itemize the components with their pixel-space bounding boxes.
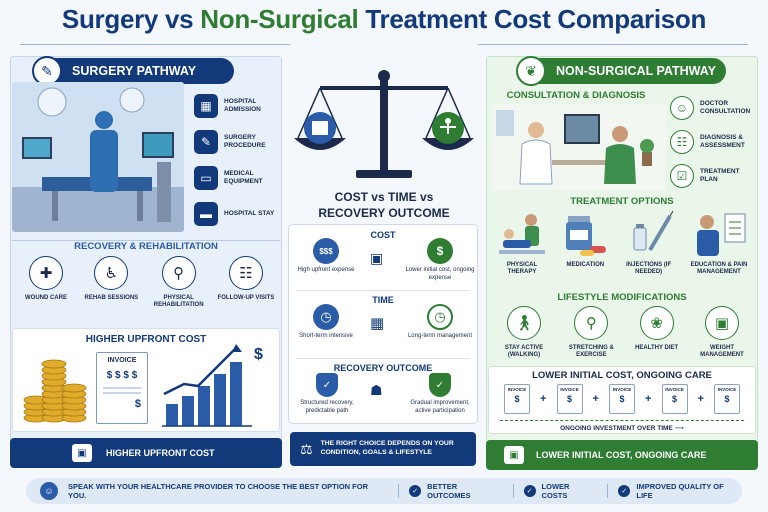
wallet-icon: ▣ — [370, 250, 384, 266]
treatment-education: EDUCATION & PAIN MANAGEMENT — [684, 210, 754, 276]
recovery-rehab-sessions: ♿ REHAB SESSIONS — [81, 256, 141, 309]
syringe-icon — [633, 210, 674, 252]
education-icon — [696, 213, 746, 256]
medication-icon — [566, 216, 607, 256]
invoice-icon: INVOICE $ — [609, 384, 635, 414]
list-item-diagnosis: ☷ DIAGNOSIS & ASSESSMENT — [670, 130, 756, 154]
physical-therapy-icon — [499, 214, 545, 254]
time-nonsurgical: ◷ Long-term management — [404, 304, 476, 341]
scale-icon — [294, 66, 474, 191]
treatment-physical-therapy: PHYSICAL THERAPY — [492, 210, 552, 276]
clock-icon: ◷ — [313, 304, 339, 330]
treatment-medication: MEDICATION — [557, 210, 613, 276]
list-item-medical-equipment: ▭ MEDICAL EQUIPMENT — [194, 166, 278, 190]
salad-icon: ❀ — [639, 306, 674, 340]
check-icon: ✓ — [409, 485, 422, 497]
recovery-wound-care: ✚ WOUND CARE — [16, 256, 76, 309]
title-divider-right — [478, 44, 748, 45]
invoice-icon: INVOICE $ — [504, 384, 530, 414]
recovery-outcome-heading: RECOVERY OUTCOME — [333, 363, 433, 373]
time-heading: TIME — [372, 295, 394, 305]
scale-weight-icon: ▣ — [704, 306, 739, 340]
wallet-icon: ▣ — [504, 446, 524, 464]
wallet-icon: ▣ — [72, 444, 92, 462]
recovery-follow-up: ☷ FOLLOW-UP VISITS — [216, 256, 276, 309]
calendar-icon: ▦ — [370, 315, 385, 332]
invoice-icon: INVOICE $ — [661, 384, 688, 414]
timeline-line — [500, 420, 744, 421]
monitor-icon: ▭ — [194, 166, 218, 190]
operating-room-image — [12, 82, 184, 232]
cost-surgery: $$$ High upfront expense — [296, 238, 356, 275]
shield-icon: ✓ — [316, 373, 338, 397]
list-item-treatment-plan: ☑ TREATMENT PLAN — [670, 164, 756, 188]
ongoing-investment-label: ONGOING INVESTMENT OVER TIME ⟶ — [560, 425, 684, 432]
checklist-icon: ☑ — [670, 164, 694, 188]
scalpel-icon: ✎ — [194, 130, 218, 154]
lifestyle-healthy-diet: ❀ HEALTHY DIET — [629, 306, 685, 359]
lifestyle-heading: LIFESTYLE MODIFICATIONS — [557, 292, 687, 303]
consultation-heading: CONSULTATION & DIAGNOSIS — [506, 90, 646, 101]
consultation-image — [492, 104, 666, 190]
check-icon: ✓ — [523, 485, 536, 497]
bandage-icon: ✚ — [29, 256, 63, 290]
list-item-surgery-procedure: ✎ SURGERY PROCEDURE — [194, 130, 278, 154]
shield-icon: ✓ — [429, 373, 451, 397]
invoice-icon: INVOICE $ — [556, 384, 583, 414]
bed-icon: ▬ — [194, 202, 218, 226]
cost-time-outcome-heading: COST vs TIME vs RECOVERY OUTCOME — [318, 190, 450, 220]
leaf-icon: ❦ — [516, 56, 546, 86]
bar-chart-icon — [160, 344, 268, 433]
doctor-icon: ☺ — [670, 96, 694, 120]
ongoing-care-heading: LOWER INITIAL COST, ONGOING CARE — [532, 370, 712, 381]
higher-upfront-cost-heading: HIGHER UPFRONT COST — [85, 334, 207, 345]
list-item-hospital-admission: ▦ HOSPITAL ADMISSION — [194, 94, 278, 118]
walking-icon: 🚶︎ — [507, 306, 541, 340]
nonsurgical-bottom-bar: ▣ LOWER INITIAL COST, ONGOING CARE — [486, 440, 758, 470]
nonsurgical-pathway-header: ❦ NON-SURGICAL PATHWAY — [516, 56, 726, 86]
outcome-surgery: ✓ Structured recovery, predictable path — [294, 373, 360, 415]
invoice-icon: INVOICE $ $ $ $ $ — [96, 352, 148, 424]
check-icon: ✓ — [618, 485, 631, 497]
walker-icon: ♿ — [94, 256, 129, 290]
surgery-pathway-header: ✎ SURGERY PATHWAY — [32, 56, 234, 86]
clipboard-icon: ☷ — [228, 256, 263, 290]
surgery-bottom-bar: ▣ HIGHER UPFRONT COST — [10, 438, 282, 468]
list-item-hospital-stay: ▬ HOSPITAL STAY — [194, 202, 278, 226]
recovery-rehab-heading: RECOVERY & REHABILITATION — [74, 241, 218, 252]
lifestyle-stretching: ⚲ STRETCHING & EXERCISE — [561, 306, 621, 359]
page-title: Surgery vs Non-Surgical Treatment Cost C… — [61, 4, 707, 34]
scalpel-icon: ✎ — [32, 56, 62, 86]
clock-icon: ◷ — [427, 304, 453, 330]
recovery-physical-rehab: ⚲ PHYSICAL REHABILITATION — [147, 256, 211, 309]
lifestyle-weight: ▣ WEIGHT MANAGEMENT — [692, 306, 752, 359]
footer-bar: ☺ SPEAK WITH YOUR HEALTHCARE PROVIDER TO… — [26, 478, 742, 504]
title-divider-left — [20, 44, 290, 45]
exercise-icon: ⚲ — [161, 256, 196, 290]
treatment-injections: INJECTIONS (IF NEEDED) — [619, 210, 679, 276]
treatment-options-heading: TREATMENT OPTIONS — [570, 196, 674, 207]
coins-icon — [22, 352, 88, 429]
group-icon: ☗ — [370, 382, 383, 398]
right-choice-banner: ⚖ THE RIGHT CHOICE DEPENDS ON YOUR CONDI… — [290, 432, 476, 466]
outcome-nonsurgical: ✓ Gradual improvement, active participat… — [402, 373, 478, 415]
clipboard-icon: ☷ — [670, 130, 694, 154]
scale-icon: ⚖ — [300, 440, 313, 457]
cost-heading: COST — [370, 230, 396, 240]
lifestyle-stay-active: 🚶︎ STAY ACTIVE (WALKING) — [494, 306, 554, 359]
chart-dollar-label: $ — [254, 346, 263, 363]
stretching-icon: ⚲ — [574, 306, 609, 340]
cost-nonsurgical: $ Lower initial cost, ongoing expense — [404, 238, 476, 282]
list-item-doctor-consultation: ☺ DOCTOR CONSULTATION — [670, 96, 756, 120]
hospital-icon: ▦ — [194, 94, 218, 118]
time-surgery: ◷ Short-term intensive — [296, 304, 356, 341]
user-icon: ☺ — [40, 482, 58, 500]
invoice-icon: INVOICE $ — [714, 384, 740, 414]
